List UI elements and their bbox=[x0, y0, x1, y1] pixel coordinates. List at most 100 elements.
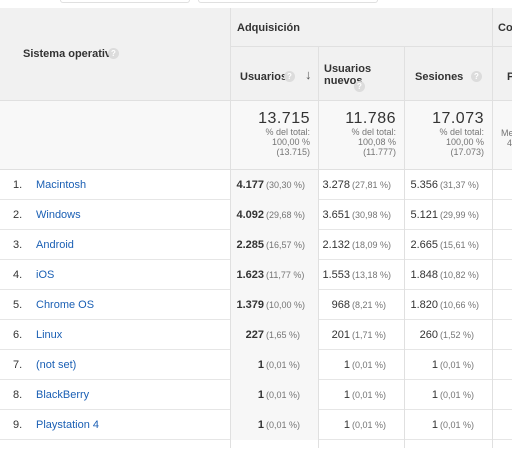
users-cell-percent: (29,68 %) bbox=[266, 210, 306, 220]
table-row[interactable]: 5. Chrome OS 1.379 (10,00 %) 968 (8,21 %) 1.82… bbox=[0, 290, 512, 320]
sessions-cell-percent: (0,01 %) bbox=[440, 360, 475, 370]
os-link[interactable]: Playstation 4 bbox=[36, 419, 99, 431]
users-cell-percent: (11,77 %) bbox=[266, 270, 305, 280]
new-users-cell-value: 1 bbox=[343, 359, 350, 371]
table-row[interactable]: 6. Linux 227 (1,65 %) 201 (1,71 %) 260 (1,52 %) bbox=[0, 320, 512, 350]
row-index: 6. bbox=[13, 329, 23, 341]
column-header-sessions[interactable]: Sesiones ? bbox=[404, 47, 492, 101]
sessions-cell: 260 (1,52 %) bbox=[404, 320, 492, 350]
table-row[interactable]: 1. Macintosh 4.177 (30,30 %) 3.278 (27,81 %) 5… bbox=[0, 170, 512, 200]
row-index: 1. bbox=[13, 179, 23, 191]
sessions-cell: 2.665 (15,61 %) bbox=[404, 230, 492, 260]
column-header-users[interactable]: Usuarios ? ↓ bbox=[230, 47, 318, 101]
os-link[interactable]: Macintosh bbox=[36, 179, 87, 191]
os-link[interactable]: Chrome OS bbox=[36, 299, 95, 311]
total-users: 13.715 % del total: 100,00 % (13.715) bbox=[230, 101, 318, 170]
dimension-header[interactable]: Sistema operativo ? bbox=[0, 8, 230, 101]
users-cell-percent: (30,30 %) bbox=[266, 180, 306, 190]
table-row[interactable]: 4. iOS 1.623 (11,77 %) 1.553 (13,18 %) 1.848 (1… bbox=[0, 260, 512, 290]
users-cell: 1.623 (11,77 %) bbox=[230, 260, 318, 290]
users-cell-percent: (0,01 %) bbox=[266, 420, 301, 430]
help-icon[interactable]: ? bbox=[471, 71, 482, 82]
total-users-pct-label: % del total: bbox=[265, 127, 310, 137]
help-icon[interactable]: ? bbox=[284, 71, 295, 82]
sessions-cell-percent: (10,66 %) bbox=[440, 300, 480, 310]
dimension-header-label: Sistema operativo bbox=[23, 48, 118, 60]
users-cell-value: 4.092 bbox=[236, 209, 264, 221]
sessions-cell: 5.356 (31,37 %) bbox=[404, 170, 492, 200]
sessions-cell-value: 5.121 bbox=[410, 209, 438, 221]
sessions-cell-value: 5.356 bbox=[410, 179, 438, 191]
column-header-new-users[interactable]: Usuarios nuevos ? bbox=[318, 47, 404, 101]
users-cell: 4.177 (30,30 %) bbox=[230, 170, 318, 200]
new-users-cell-percent: (0,01 %) bbox=[352, 420, 387, 430]
total-sessions-pct: 100,00 % bbox=[445, 137, 484, 147]
os-link[interactable]: Linux bbox=[36, 329, 63, 341]
new-users-cell-percent: (0,01 %) bbox=[352, 360, 387, 370]
sessions-cell-value: 1.848 bbox=[410, 269, 438, 281]
toolbar-fragment-left bbox=[60, 0, 190, 3]
users-cell-percent: (10,00 %) bbox=[266, 300, 306, 310]
os-link[interactable]: Android bbox=[36, 239, 74, 251]
sessions-cell-percent: (29,99 %) bbox=[440, 210, 480, 220]
new-users-cell: 1 (0,01 %) bbox=[318, 380, 404, 410]
column-divider bbox=[404, 101, 405, 448]
sessions-cell: 1 (0,01 %) bbox=[404, 380, 492, 410]
sessions-cell-value: 260 bbox=[419, 329, 438, 341]
row-index: 9. bbox=[13, 419, 23, 431]
new-users-cell-value: 1 bbox=[343, 389, 350, 401]
users-cell-value: 1.379 bbox=[236, 299, 264, 311]
users-cell: 1 (0,01 %) bbox=[230, 410, 318, 440]
os-link[interactable]: Windows bbox=[36, 209, 81, 221]
row-index: 2. bbox=[13, 209, 23, 221]
os-link[interactable]: BlackBerry bbox=[36, 389, 90, 401]
total-sessions-pct-label: % del total: bbox=[439, 127, 484, 137]
total-new-users-base: (11.777) bbox=[363, 147, 396, 157]
new-users-cell: 3.651 (30,98 %) bbox=[318, 200, 404, 230]
total-users-base: (13.715) bbox=[276, 147, 310, 157]
toolbar-fragment-right bbox=[198, 0, 378, 3]
total-users-value: 13.715 bbox=[258, 110, 310, 127]
new-users-cell: 3.278 (27,81 %) bbox=[318, 170, 404, 200]
users-cell-percent: (1,65 %) bbox=[266, 330, 301, 340]
new-users-cell-percent: (0,01 %) bbox=[352, 390, 387, 400]
new-users-cell-percent: (8,21 %) bbox=[352, 300, 387, 310]
row-index: 8. bbox=[13, 389, 23, 401]
table-row[interactable]: 9. Playstation 4 1 (0,01 %) 1 (0,01 %) 1 (0,01 … bbox=[0, 410, 512, 440]
new-users-cell-value: 1.553 bbox=[322, 269, 350, 281]
new-users-cell-value: 3.278 bbox=[322, 179, 350, 191]
users-cell: 1.379 (10,00 %) bbox=[230, 290, 318, 320]
table-row[interactable]: 2. Windows 4.092 (29,68 %) 3.651 (30,98 %) 5.1… bbox=[0, 200, 512, 230]
sessions-cell-value: 1 bbox=[431, 419, 438, 431]
os-link[interactable]: (not set) bbox=[36, 359, 77, 371]
help-icon[interactable]: ? bbox=[354, 81, 365, 92]
total-new-users-value: 11.786 bbox=[345, 110, 396, 127]
new-users-cell-value: 2.132 bbox=[322, 239, 350, 251]
sessions-cell-percent: (10,82 %) bbox=[440, 270, 480, 280]
new-users-cell-value: 968 bbox=[331, 299, 350, 311]
table-row[interactable]: 7. (not set) 1 (0,01 %) 1 (0,01 %) 1 (0,01 %) bbox=[0, 350, 512, 380]
users-cell: 1 (0,01 %) bbox=[230, 380, 318, 410]
sessions-cell-percent: (0,01 %) bbox=[440, 420, 475, 430]
help-icon[interactable]: ? bbox=[108, 48, 119, 59]
new-users-cell: 201 (1,71 %) bbox=[318, 320, 404, 350]
new-users-cell: 968 (8,21 %) bbox=[318, 290, 404, 320]
os-link[interactable]: iOS bbox=[36, 269, 55, 281]
sessions-cell-value: 2.665 bbox=[410, 239, 438, 251]
column-divider bbox=[492, 101, 493, 448]
table-row[interactable]: 8. BlackBerry 1 (0,01 %) 1 (0,01 %) 1 (0,01 %) bbox=[0, 380, 512, 410]
column-divider bbox=[318, 101, 319, 448]
sessions-cell-value: 1 bbox=[431, 389, 438, 401]
row-index: 5. bbox=[13, 299, 23, 311]
users-cell-value: 1 bbox=[257, 389, 264, 401]
sessions-cell: 1.820 (10,66 %) bbox=[404, 290, 492, 320]
sort-descending-icon[interactable]: ↓ bbox=[305, 67, 312, 82]
total-new-users: 11.786 % del total: 100,08 % (11.777) bbox=[318, 101, 404, 170]
sessions-cell-percent: (15,61 %) bbox=[440, 240, 480, 250]
new-users-cell: 1 (0,01 %) bbox=[318, 350, 404, 380]
column-next-label: P bbox=[507, 71, 512, 83]
table-row[interactable]: 3. Android 2.285 (16,57 %) 2.132 (18,09 %) 2.6… bbox=[0, 230, 512, 260]
new-users-cell: 1.553 (13,18 %) bbox=[318, 260, 404, 290]
users-cell: 227 (1,65 %) bbox=[230, 320, 318, 350]
column-header-next[interactable]: P bbox=[492, 47, 512, 101]
